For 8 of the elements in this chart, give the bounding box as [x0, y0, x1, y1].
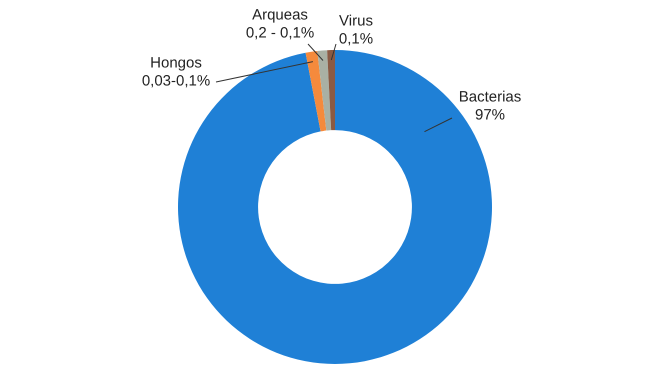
- text: 0,2 - 0,1%: [246, 24, 314, 42]
- text: 97%: [474, 106, 506, 124]
- slice-label: Bacterias: [458, 88, 522, 106]
- slice-label: Virus: [339, 12, 373, 30]
- text: 0,1%: [338, 30, 374, 48]
- slice-label: Hongos: [150, 54, 202, 72]
- slice-label: Arqueas: [252, 6, 308, 24]
- text: 0,03-0,1%: [142, 72, 210, 90]
